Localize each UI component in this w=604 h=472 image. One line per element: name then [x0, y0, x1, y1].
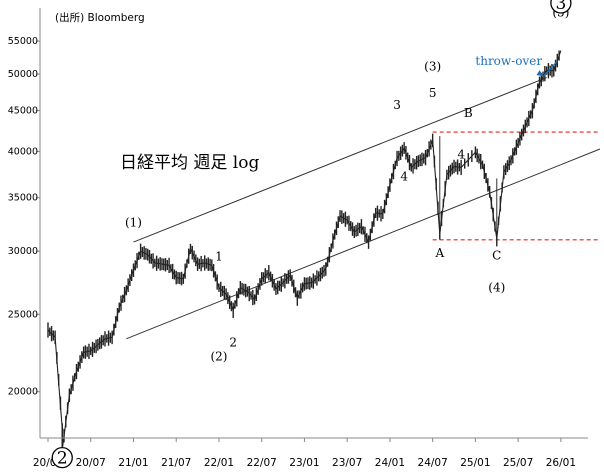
throw-over-annotation: throw-over: [475, 54, 542, 68]
x-tick-label: 25/07: [503, 457, 533, 469]
wave-label: (3): [424, 60, 441, 74]
wave-label: 5: [429, 86, 437, 100]
wave-label: B: [464, 106, 473, 120]
chart-title: 日経平均 週足 log: [120, 153, 259, 173]
circled-wave-marker: [51, 446, 73, 469]
wave-label: (2): [210, 349, 227, 363]
x-tick-label: 21/07: [161, 457, 191, 469]
x-tick-label: 23/01: [289, 457, 319, 469]
y-tick-label: 55000: [8, 36, 38, 47]
axes: 20000 25000 30000 35000 40000 45000 50000 55000…: [8, 8, 588, 469]
wave-label: 2: [229, 335, 237, 349]
wave-label: 4: [400, 169, 408, 183]
x-tick-label: 25/01: [460, 457, 490, 469]
y-tick-label: 45000: [8, 106, 38, 117]
x-tick-label: 23/07: [332, 457, 362, 469]
x-tick-label: 22/01: [204, 457, 234, 469]
price-series: [47, 50, 562, 456]
wave-label: 1: [215, 250, 223, 264]
throw-over-arrow-head: [536, 70, 544, 77]
throw-over-arrow-line: [542, 60, 558, 77]
circled-wave-marker: [550, 0, 572, 14]
y-tick-label: 25000: [8, 309, 38, 320]
wave-label: (1): [125, 216, 142, 230]
channel-line-extension: [560, 148, 601, 166]
wave-label: (4): [488, 281, 505, 295]
x-tick-label: 21/01: [118, 457, 148, 469]
y-tick-label: 40000: [8, 146, 38, 157]
y-tick-label: 50000: [8, 69, 38, 80]
y-tick-label: 35000: [8, 193, 38, 204]
channel-line: [133, 77, 547, 243]
trend-channel: [126, 77, 601, 340]
wave-label: 3: [393, 98, 401, 112]
channel-line: [126, 164, 562, 340]
x-tick-label: 24/01: [375, 457, 405, 469]
x-tick-label: 24/07: [418, 457, 448, 469]
x-tick-label: 26/01: [546, 457, 576, 469]
wave-label: A: [434, 246, 444, 260]
circled-wave-label: 3: [555, 0, 566, 14]
wave-label: C: [492, 248, 501, 262]
x-tick-label: 22/07: [247, 457, 277, 469]
source-label: (出所) Bloomberg: [55, 11, 145, 24]
y-tick-label: 20000: [8, 387, 38, 398]
wave-label: 4: [457, 147, 465, 161]
x-tick-label: 20/07: [76, 457, 106, 469]
reference-lines: [432, 131, 600, 241]
circled-wave-label: 2: [57, 449, 68, 469]
y-tick-label: 30000: [8, 246, 38, 257]
